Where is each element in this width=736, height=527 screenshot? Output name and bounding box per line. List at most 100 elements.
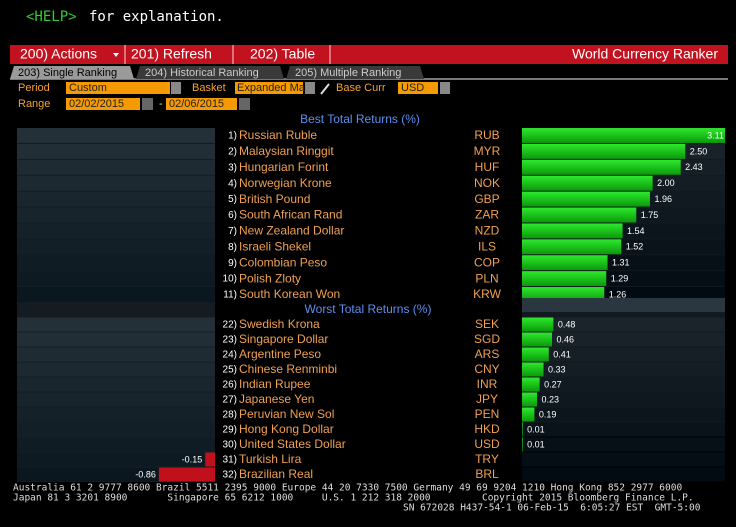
refresh-button[interactable]: 201) Refresh <box>131 46 212 62</box>
rank: 7) <box>228 226 237 237</box>
tab-active[interactable] <box>10 66 134 79</box>
input-value: Expanded Ma <box>237 82 306 94</box>
field-label: Basket <box>192 82 226 94</box>
row-band <box>17 377 215 392</box>
currency-name: Israeli Shekel <box>239 239 311 253</box>
currency-name: Peruvian New Sol <box>239 407 334 421</box>
value-label: 0.19 <box>539 409 557 419</box>
value-label: 1.75 <box>641 210 659 220</box>
value-label: 0.41 <box>553 349 571 359</box>
input[interactable] <box>166 98 237 110</box>
currency-code: CNY <box>474 362 499 376</box>
currency-code: NZD <box>475 224 500 238</box>
input[interactable] <box>66 82 170 94</box>
footer-line: Australia 61 2 9777 8600 Brazil 5511 239… <box>13 483 682 494</box>
value-label: 1.26 <box>609 289 627 299</box>
row-band <box>522 392 725 407</box>
dropdown[interactable] <box>440 82 450 94</box>
value-label: 3.11 <box>707 130 724 140</box>
rank: 25) <box>223 365 237 376</box>
currency-code: INR <box>477 377 498 391</box>
row-band <box>522 377 725 392</box>
currency-code: SGD <box>474 332 500 346</box>
row-band <box>522 407 725 422</box>
currency-name: Hong Kong Dollar <box>239 422 334 436</box>
currency-code: KRW <box>473 287 501 301</box>
currency-name: Russian Ruble <box>239 128 317 142</box>
currency-code: NOK <box>474 176 500 190</box>
currency-name: Swedish Krona <box>239 317 320 331</box>
toolbar <box>10 45 728 64</box>
row-band <box>522 347 725 362</box>
input[interactable] <box>66 98 140 110</box>
table-button[interactable]: 202) Table <box>250 46 315 62</box>
rank: 5) <box>228 194 237 205</box>
row-band <box>17 452 215 467</box>
row-band <box>17 223 215 239</box>
edit-icon[interactable] <box>320 83 330 95</box>
bar <box>522 223 623 239</box>
bar <box>522 347 549 362</box>
bar <box>522 332 553 347</box>
row-band <box>522 437 725 452</box>
currency-name: New Zealand Dollar <box>239 224 344 238</box>
tab-label: 203) Single Ranking <box>18 67 117 79</box>
currency-name: Argentine Peso <box>239 347 321 361</box>
currency-code: BRL <box>475 467 499 481</box>
input-value: 02/06/2015 <box>169 98 224 110</box>
currency-code: ZAR <box>475 208 499 222</box>
dropdown[interactable] <box>305 82 315 94</box>
bar <box>522 422 523 437</box>
row-band <box>522 317 725 332</box>
rank: 6) <box>228 210 237 221</box>
section-title: Worst Total Returns (%) <box>305 302 432 316</box>
filters: Period Custom Basket Expanded Ma Base Cu… <box>18 82 450 110</box>
rank: 23) <box>223 335 237 346</box>
row-band <box>17 159 215 175</box>
footer-line: Japan 81 3 3201 8900 Singapore 65 6212 1… <box>13 493 694 504</box>
currency-name: South Korean Won <box>239 287 340 301</box>
tab[interactable] <box>286 66 424 79</box>
tab[interactable] <box>136 66 284 79</box>
calendar-icon[interactable] <box>142 98 153 110</box>
actions-button[interactable]: 200) Actions <box>20 46 97 62</box>
tab-label: 204) Historical Ranking <box>145 67 259 79</box>
input-value: 02/02/2015 <box>69 98 124 110</box>
currency-code: ARS <box>475 347 500 361</box>
tab-label: 205) Multiple Ranking <box>295 67 401 79</box>
input[interactable] <box>235 82 303 94</box>
bar <box>522 255 608 271</box>
dropdown[interactable] <box>171 82 181 94</box>
row-band <box>17 128 215 143</box>
divider-band <box>522 298 725 312</box>
bar <box>522 377 540 392</box>
currency-name: Brazilian Real <box>239 467 313 481</box>
bar <box>522 271 607 287</box>
currency-name: Japanese Yen <box>239 392 314 406</box>
bar <box>522 407 535 422</box>
footer-line: SN 672028 H437-54-1 06-Feb-15 6:05:27 ES… <box>403 503 701 514</box>
bar <box>522 128 726 143</box>
input[interactable] <box>398 82 438 94</box>
rank: 11) <box>223 290 237 301</box>
value-label: 0.01 <box>527 424 545 434</box>
rank: 32) <box>223 470 237 481</box>
rank: 26) <box>223 380 237 391</box>
currency-code: GBP <box>474 192 499 206</box>
row-band <box>17 317 215 332</box>
bar <box>522 159 681 175</box>
rank: 28) <box>223 410 237 421</box>
rank: 10) <box>223 274 237 285</box>
section-title: Best Total Returns (%) <box>300 112 420 126</box>
rank: 2) <box>228 147 237 158</box>
row-band <box>17 255 215 271</box>
rank: 3) <box>228 162 237 173</box>
dropdown-arrow <box>113 53 119 57</box>
input-value: Custom <box>69 82 107 94</box>
calendar-icon[interactable] <box>239 98 250 110</box>
bar <box>522 239 622 255</box>
value-label: 1.52 <box>626 242 644 252</box>
field-label: Base Curr <box>336 82 386 94</box>
currency-name: South African Rand <box>239 208 342 222</box>
value-label: 0.23 <box>541 394 559 404</box>
